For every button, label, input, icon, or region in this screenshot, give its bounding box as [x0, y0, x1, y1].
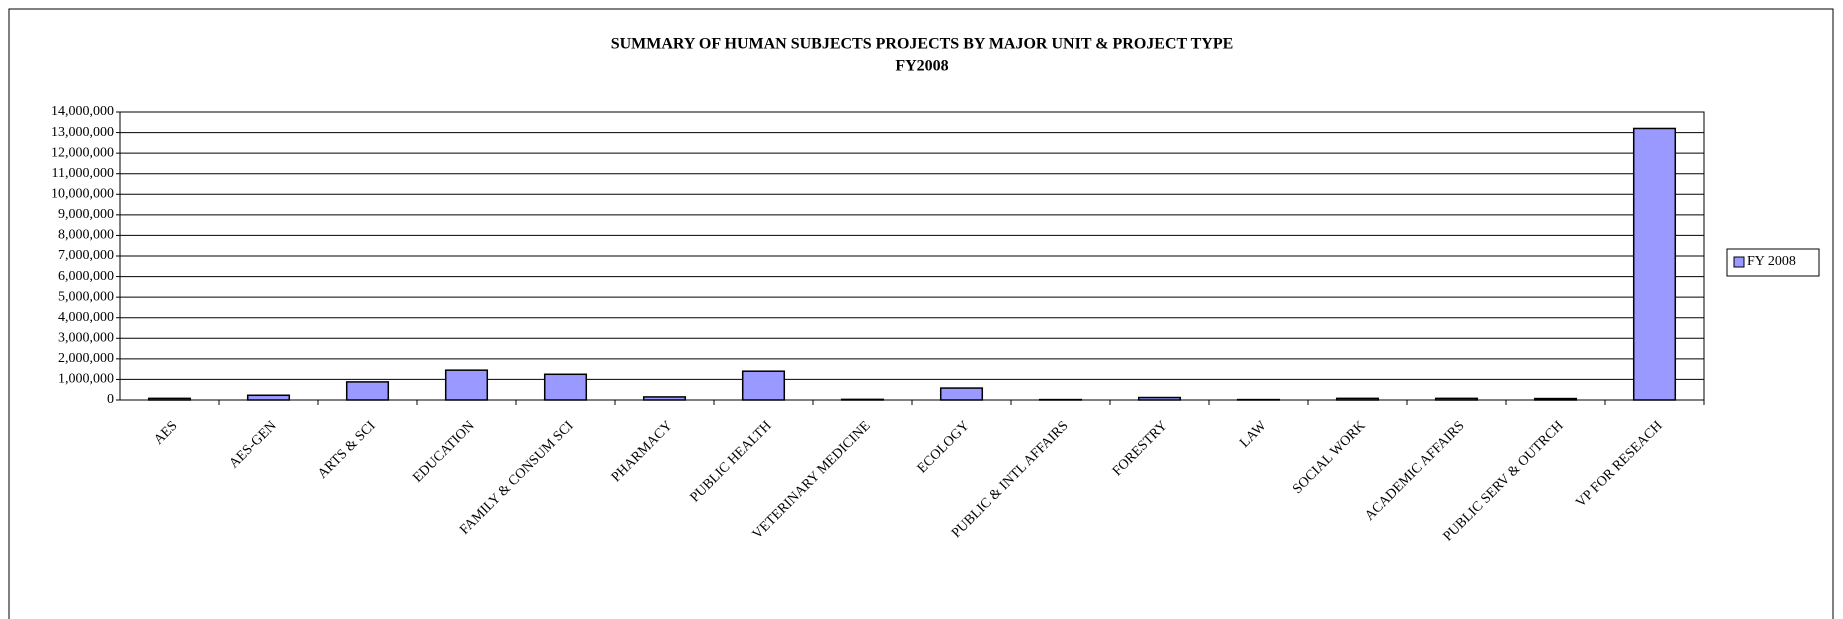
y-tick-label: 6,000,000 [58, 269, 114, 284]
bar [741, 370, 786, 401]
bar [1632, 127, 1677, 401]
bar [246, 394, 291, 401]
chart-subtitle: FY2008 [895, 58, 948, 75]
y-tick-label: 4,000,000 [58, 310, 114, 325]
y-tick-label: 8,000,000 [58, 228, 114, 243]
bar [1335, 397, 1380, 401]
bar [147, 397, 192, 401]
bar [543, 373, 588, 401]
bar [840, 398, 885, 401]
y-tick-label: 9,000,000 [58, 207, 114, 222]
chart-frame [8, 8, 1834, 619]
y-tick-label: 5,000,000 [58, 289, 114, 304]
y-tick-label: 1,000,000 [58, 372, 114, 387]
bar [939, 387, 984, 401]
bar [1434, 397, 1479, 401]
y-tick-label: 2,000,000 [58, 351, 114, 366]
y-tick-label: 3,000,000 [58, 331, 114, 346]
y-tick-label: 14,000,000 [51, 104, 114, 119]
legend-label: FY 2008 [1747, 254, 1796, 269]
bar [1533, 397, 1578, 401]
bar [1137, 396, 1182, 401]
y-tick-label: 0 [107, 392, 114, 407]
bar [345, 381, 390, 401]
y-tick-label: 11,000,000 [52, 166, 114, 181]
bar [444, 369, 489, 401]
bar [642, 396, 687, 401]
y-tick-label: 12,000,000 [51, 145, 114, 160]
legend-swatch [1733, 256, 1745, 268]
y-tick-label: 13,000,000 [51, 125, 114, 140]
y-tick-label: 10,000,000 [51, 187, 114, 202]
chart-title: SUMMARY OF HUMAN SUBJECTS PROJECTS BY MA… [611, 36, 1234, 53]
y-tick-label: 7,000,000 [58, 248, 114, 263]
